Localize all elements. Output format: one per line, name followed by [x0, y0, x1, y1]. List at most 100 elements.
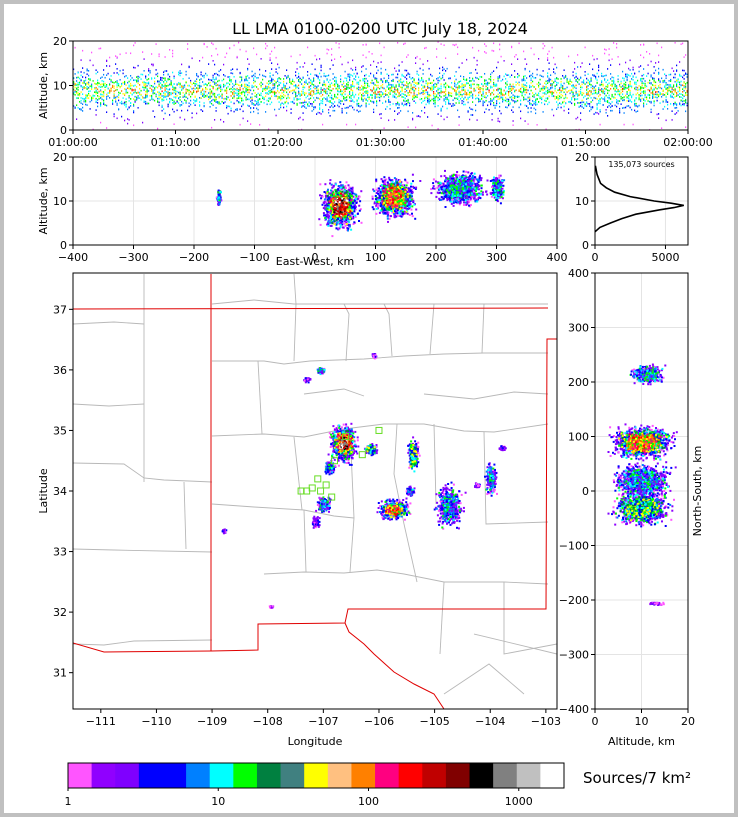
ew-ytick-label: 0 [60, 239, 67, 252]
ew-xtick-label: −200 [179, 251, 209, 264]
colorbar-tick-label: 100 [358, 795, 379, 808]
lma-station-marker [308, 484, 316, 492]
county-boundary-line [263, 569, 549, 585]
ns-ytick-label: 0 [582, 485, 589, 498]
ew-ytick-label: 20 [53, 151, 67, 164]
ns-ytick-label: 100 [568, 431, 589, 444]
time-height-xtick-label: 01:00:00 [48, 136, 97, 149]
hist-ytick-label: 20 [575, 151, 589, 164]
county-boundary-line [73, 462, 213, 483]
time-height-xtick-label: 01:10:00 [151, 136, 200, 149]
lma-station-marker [342, 433, 350, 440]
lma-station-marker [375, 426, 383, 434]
ns-ytick-label: −100 [559, 540, 589, 553]
county-boundary-line [439, 581, 445, 655]
colorbar-swatch [445, 763, 470, 788]
ns-ytick-label: 200 [568, 376, 589, 389]
ew-xtick-label: 200 [426, 251, 447, 264]
county-boundary-line [433, 423, 437, 505]
ew-ylabel: Altitude, km [37, 167, 50, 234]
county-boundary-line [503, 582, 557, 655]
plan-source-cluster [371, 353, 378, 360]
plan-source-cluster [311, 515, 321, 529]
colorbar-label: Sources/7 km² [583, 769, 691, 787]
plan-ytick-label: 33 [53, 546, 67, 559]
time-height-xtick-label: 02:00:00 [663, 136, 712, 149]
lma-figure: LL LMA 0100-0200 UTC July 18, 2024 01020… [37, 19, 713, 808]
ew-xtick-label: −400 [58, 251, 88, 264]
plan-ytick-label: 36 [53, 364, 67, 377]
ns-ylabel: North-South, km [691, 446, 704, 537]
plan-source-cluster [474, 482, 481, 489]
colorbar-swatch [162, 763, 187, 788]
plan-xtick-label: −109 [197, 715, 227, 728]
chart-title: LL LMA 0100-0200 UTC July 18, 2024 [232, 19, 528, 38]
ew-xtick-label: −100 [239, 251, 269, 264]
time-height-ytick-label: 20 [53, 35, 67, 48]
lma-station-marker [322, 481, 330, 489]
ew-source-cluster [318, 179, 363, 238]
county-boundary-line [349, 517, 355, 573]
plan-source-cluster [268, 605, 275, 609]
colorbar-swatch [304, 763, 329, 788]
county-boundary-line [183, 481, 187, 550]
lma-station-marker [297, 487, 305, 495]
plan-xtick-label: −105 [419, 715, 449, 728]
time-height-xtick-label: 01:30:00 [356, 136, 405, 149]
ns-xtick-label: 0 [592, 715, 599, 728]
time-height-sources [73, 41, 688, 130]
colorbar-swatch [68, 763, 93, 788]
hist-xtick-label: 0 [592, 251, 599, 264]
hist-ytick-label: 0 [582, 239, 589, 252]
plan-xtick-label: −104 [475, 715, 505, 728]
plan-source-cluster [315, 496, 332, 513]
colorbar-tick-label: 1 [65, 795, 72, 808]
county-boundary-line [481, 303, 485, 354]
colorbar-swatch [398, 763, 423, 788]
county-boundary-line [423, 391, 549, 400]
county-boundary-line [212, 352, 548, 365]
colorbar-tick-label: 1000 [505, 795, 533, 808]
plan-source-cluster [221, 528, 228, 535]
county-boundary-line [73, 403, 145, 407]
time-height-xtick-label: 01:20:00 [253, 136, 302, 149]
plan-xtick-label: −107 [308, 715, 338, 728]
plan-source-cluster [407, 436, 421, 473]
county-boundary-line [73, 548, 213, 553]
ns-source-cluster [629, 363, 667, 386]
ns-ytick-label: −400 [559, 703, 589, 716]
colorbar-swatch [375, 763, 400, 788]
ns-ytick-label: 300 [568, 322, 589, 335]
colorbar-swatch [186, 763, 211, 788]
plan-source-cluster [498, 445, 507, 452]
lma-station-marker [330, 457, 338, 465]
ew-xtick-label: 100 [365, 251, 386, 264]
ew-xtick-label: 0 [312, 251, 319, 264]
county-boundary-line [293, 436, 303, 511]
plan-xtick-label: −106 [364, 715, 394, 728]
ns-ytick-label: 400 [568, 267, 589, 280]
plan-source-cluster [376, 497, 412, 521]
plan-source-cluster [303, 377, 312, 384]
ns-source-cluster [649, 601, 665, 606]
county-boundary-line [211, 423, 549, 438]
ns-xtick-label: 10 [635, 715, 649, 728]
plan-ytick-label: 31 [53, 667, 67, 680]
county-boundary-line [343, 303, 350, 362]
time-height-ylabel: Altitude, km [37, 52, 50, 119]
source-count-annotation: 135,073 sources [608, 160, 674, 169]
colorbar-swatch [115, 763, 140, 788]
ns-xlabel: Altitude, km [608, 735, 675, 748]
county-boundaries [73, 273, 557, 709]
state-boundary-line [344, 622, 445, 709]
altitude-profile-line [595, 165, 684, 233]
colorbar-swatch [351, 763, 376, 788]
colorbar-swatch [327, 763, 352, 788]
plan-ytick-label: 37 [53, 303, 67, 316]
plan-source-cluster [363, 443, 379, 457]
hist-ytick-label: 10 [575, 195, 589, 208]
lma-station-marker [328, 493, 336, 501]
ew-xtick-label: −300 [118, 251, 148, 264]
colorbar-swatch [280, 763, 305, 788]
county-boundary-line [383, 303, 393, 357]
